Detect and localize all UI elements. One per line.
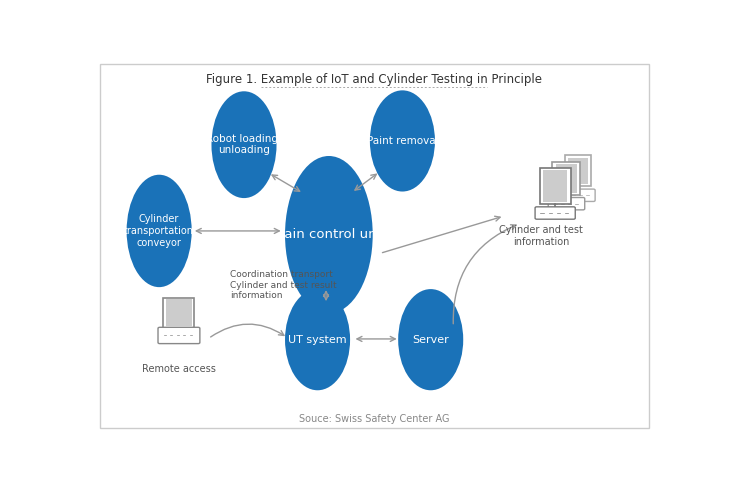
Text: Server: Server	[412, 335, 449, 345]
Text: Coordination transport
Cylinder and test result
information: Coordination transport Cylinder and test…	[230, 270, 337, 300]
Bar	[564, 155, 591, 187]
Text: Figure 1. Example of IoT and Cylinder Testing in Principle: Figure 1. Example of IoT and Cylinder Te…	[206, 73, 542, 86]
Ellipse shape	[285, 289, 350, 390]
Ellipse shape	[126, 175, 192, 287]
Text: Souce: Swiss Safety Center AG: Souce: Swiss Safety Center AG	[299, 414, 450, 424]
Text: Remote access: Remote access	[142, 364, 216, 374]
Text: Cylinder
transportation
conveyor: Cylinder transportation conveyor	[124, 214, 194, 247]
Bar	[553, 162, 580, 195]
Bar	[166, 300, 192, 327]
FancyBboxPatch shape	[561, 189, 595, 202]
Bar	[539, 168, 571, 204]
Text: Main control unit: Main control unit	[272, 228, 385, 241]
Bar	[164, 298, 194, 328]
Ellipse shape	[212, 91, 277, 198]
Bar	[556, 164, 577, 193]
FancyBboxPatch shape	[548, 198, 585, 210]
Text: Cylinder and test
information: Cylinder and test information	[499, 225, 583, 247]
Text: Paint removal: Paint removal	[366, 136, 438, 146]
Bar	[568, 158, 588, 184]
FancyBboxPatch shape	[158, 327, 200, 344]
Ellipse shape	[370, 91, 435, 191]
FancyBboxPatch shape	[535, 207, 575, 219]
Ellipse shape	[398, 289, 464, 390]
Bar	[543, 170, 567, 202]
Text: UT system: UT system	[288, 335, 347, 345]
Text: Robot loading/
unloading: Robot loading/ unloading	[207, 134, 282, 155]
Ellipse shape	[285, 156, 373, 313]
